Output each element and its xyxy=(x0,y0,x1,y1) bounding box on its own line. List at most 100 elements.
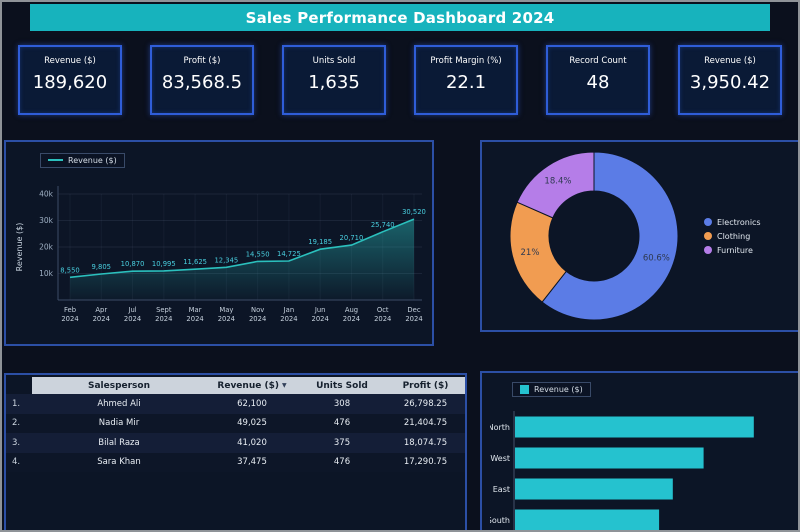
svg-text:14,550: 14,550 xyxy=(246,250,270,258)
kpi-value: 1,635 xyxy=(308,72,360,93)
bar-chart-legend[interactable]: Revenue ($) xyxy=(512,382,591,397)
table-cell: 18,074.75 xyxy=(403,437,448,448)
kpi-label: Revenue ($) xyxy=(44,56,96,66)
svg-text:Mar: Mar xyxy=(189,306,202,314)
sort-desc-icon[interactable]: ▼ xyxy=(281,382,287,389)
table-cell: 41,020 xyxy=(237,437,267,448)
kpi-card-1: Revenue ($) 189,620 xyxy=(18,45,122,115)
row-index: 1. xyxy=(12,398,21,409)
kpi-value: 189,620 xyxy=(32,72,108,93)
title-banner: Sales Performance Dashboard 2024 xyxy=(30,4,770,31)
kpi-card-4: Profit Margin (%) 22.1 xyxy=(414,45,518,115)
svg-text:10,995: 10,995 xyxy=(152,259,176,267)
bar-category-label: East xyxy=(493,485,510,494)
legend-label: Revenue ($) xyxy=(534,385,583,394)
bar-east[interactable] xyxy=(515,478,673,500)
row-index: 3. xyxy=(12,437,21,448)
category-share-panel: 60.6% 21% 18.4% Electronics Clothing Furni… xyxy=(480,140,798,332)
table-cell: 49,025 xyxy=(237,418,267,429)
table-cell: Bilal Raza xyxy=(98,437,140,448)
kpi-card-5: Record Count 48 xyxy=(546,45,650,115)
revenue-line-chart[interactable]: 10k 20k 30k 40k 8,550 9,805 10,870 10,995 11,625… xyxy=(10,170,432,340)
region-revenue-panel: Revenue ($) North West East South xyxy=(480,371,798,532)
kpi-card-6: Revenue ($) 3,950.42 xyxy=(678,45,782,115)
legend-item-clothing[interactable]: Clothing xyxy=(704,232,761,241)
pie-slice-label: 60.6% xyxy=(643,254,670,264)
table-row-1[interactable]: 1. Ahmed Ali 62,100 308 26,798.25 xyxy=(6,394,465,414)
kpi-value: 48 xyxy=(586,72,610,93)
svg-text:Jun: Jun xyxy=(314,306,326,314)
svg-text:8,550: 8,550 xyxy=(60,266,79,274)
table-cell: 476 xyxy=(333,418,351,429)
table-cell: Nadia Mir xyxy=(98,418,140,429)
bar-category-label: West xyxy=(490,454,510,463)
svg-text:Feb: Feb xyxy=(64,306,76,314)
column-header-units[interactable]: Units Sold xyxy=(298,377,386,394)
bar-north[interactable] xyxy=(515,416,754,438)
kpi-value: 22.1 xyxy=(445,72,487,93)
table-row-3[interactable]: 3. Bilal Raza 41,020 375 18,074.75 xyxy=(6,433,465,453)
table-row-4[interactable]: 4. Sara Khan 37,475 476 17,290.75 xyxy=(6,452,465,472)
line-chart-legend[interactable]: Revenue ($) xyxy=(40,152,125,168)
kpi-label: Record Count xyxy=(569,56,627,66)
index-column-header xyxy=(6,377,32,394)
svg-text:Oct: Oct xyxy=(377,306,389,314)
svg-text:20k: 20k xyxy=(39,242,54,251)
kpi-label: Units Sold xyxy=(312,56,356,66)
svg-text:2024: 2024 xyxy=(312,315,329,323)
svg-text:2024: 2024 xyxy=(343,315,360,323)
svg-text:30k: 30k xyxy=(39,216,54,225)
legend-dot-icon xyxy=(704,218,712,226)
legend-dot-icon xyxy=(704,246,712,254)
bar-south[interactable] xyxy=(515,509,660,531)
svg-text:2024: 2024 xyxy=(155,315,172,323)
legend-item-furniture[interactable]: Furniture xyxy=(704,246,761,255)
svg-text:2024: 2024 xyxy=(280,315,297,323)
svg-text:2024: 2024 xyxy=(249,315,266,323)
bar-series-swatch-icon xyxy=(520,385,529,394)
kpi-card-2: Profit ($) 83,568.5 xyxy=(150,45,254,115)
table-cell: 26,798.25 xyxy=(403,398,448,409)
column-header-salesperson[interactable]: Salesperson xyxy=(32,377,206,394)
kpi-value: 3,950.42 xyxy=(689,72,771,93)
kpi-label: Revenue ($) xyxy=(704,56,756,66)
legend-label: Clothing xyxy=(717,231,751,241)
pie-slice-electronics[interactable] xyxy=(541,151,679,321)
page-title: Sales Performance Dashboard 2024 xyxy=(245,8,555,27)
pie-slice-label: 18.4% xyxy=(544,177,571,187)
bar-west[interactable] xyxy=(515,447,704,469)
legend-item-electronics[interactable]: Electronics xyxy=(704,218,761,227)
column-header-revenue[interactable]: Revenue ($) ▼ xyxy=(206,377,298,394)
bar-category-label: North xyxy=(490,423,510,432)
svg-text:Jan: Jan xyxy=(283,306,294,314)
svg-text:10,870: 10,870 xyxy=(121,260,145,268)
svg-text:Nov: Nov xyxy=(251,306,264,314)
kpi-label: Profit ($) xyxy=(183,56,221,66)
legend-dot-icon xyxy=(704,232,712,240)
svg-text:Aug: Aug xyxy=(345,306,358,314)
kpi-card-3: Units Sold 1,635 xyxy=(282,45,386,115)
column-header-profit[interactable]: Profit ($) xyxy=(386,377,465,394)
table-cell: 21,404.75 xyxy=(403,418,448,429)
svg-text:Revenue ($): Revenue ($) xyxy=(15,222,24,271)
svg-text:25,740: 25,740 xyxy=(371,220,395,228)
table-cell: Ahmed Ali xyxy=(97,398,141,409)
category-donut-chart[interactable]: 60.6% 21% 18.4% xyxy=(490,145,702,327)
row-index: 4. xyxy=(12,457,21,468)
kpi-value: 83,568.5 xyxy=(161,72,243,93)
svg-text:40k: 40k xyxy=(39,189,54,198)
svg-text:2024: 2024 xyxy=(218,315,235,323)
svg-text:May: May xyxy=(219,306,233,314)
table-header: Salesperson Revenue ($) ▼ Units Sold Pro… xyxy=(6,377,465,394)
table-cell: 375 xyxy=(333,437,351,448)
revenue-trend-panel: Revenue ($) 10k 20k 30k 40k 8,550 9,805 10,870… xyxy=(4,140,434,346)
legend-label: Revenue ($) xyxy=(68,155,117,165)
region-bar-chart[interactable]: North West East South xyxy=(487,401,788,532)
legend-label: Furniture xyxy=(717,245,753,255)
svg-text:2024: 2024 xyxy=(186,315,203,323)
svg-text:2024: 2024 xyxy=(374,315,391,323)
pie-slice-furniture[interactable] xyxy=(516,151,595,219)
table-cell: 476 xyxy=(333,457,351,468)
svg-text:14,725: 14,725 xyxy=(277,249,301,257)
table-row-2[interactable]: 2. Nadia Mir 49,025 476 21,404.75 xyxy=(6,413,465,433)
